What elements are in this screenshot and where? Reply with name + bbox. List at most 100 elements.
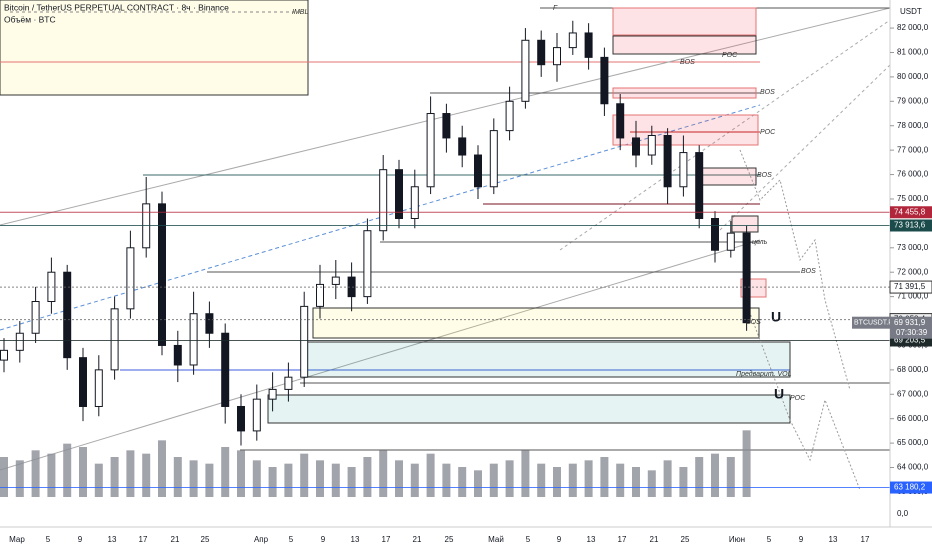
candle-body — [63, 271, 72, 359]
volume-bar — [632, 467, 640, 497]
x-tick-label: Мар — [9, 535, 25, 544]
x-tick-label: 13 — [351, 535, 360, 544]
x-tick-label: 25 — [201, 535, 210, 544]
last-price-symbol: BTCUSDT.P — [854, 320, 893, 327]
candle-body — [458, 137, 467, 156]
volume-bar — [363, 457, 372, 497]
y-tick-label: 81 000,0 — [897, 48, 929, 57]
price-label: 69 203,5 — [894, 336, 926, 345]
candle-body — [0, 349, 8, 361]
candle-body — [173, 344, 182, 366]
x-tick-label: 25 — [681, 535, 690, 544]
candle-body — [284, 376, 293, 390]
price-axis — [890, 0, 932, 550]
x-tick-label: Апр — [254, 535, 269, 544]
candle-body — [410, 186, 419, 220]
volume-tick-label: 0,0 — [897, 509, 909, 518]
volume-bar — [300, 453, 309, 497]
volume-bar — [679, 467, 688, 497]
price-label: 73 913,6 — [894, 221, 926, 230]
candle-body — [616, 103, 625, 139]
volume-bar — [616, 463, 625, 497]
volume-bar — [695, 457, 704, 497]
candle-body — [489, 130, 498, 188]
candle-body — [47, 271, 56, 303]
magnet-icon: U — [771, 309, 781, 325]
price-label: 74 455,8 — [894, 207, 926, 216]
volume-bar — [142, 453, 151, 497]
candle-body — [252, 398, 261, 432]
price-label-bg — [890, 219, 932, 232]
x-tick-label: 17 — [139, 535, 148, 544]
y-tick-label: 64 000,0 — [897, 463, 929, 472]
volume-bar — [63, 443, 72, 497]
volume-bar — [31, 450, 40, 497]
volume-bar — [742, 430, 751, 497]
x-tick-label: 9 — [78, 535, 83, 544]
price-label-bg — [890, 206, 932, 219]
y-tick-label: 77 000,0 — [897, 145, 929, 154]
annotation: F — [553, 5, 558, 12]
volume-bar — [284, 463, 293, 497]
last-price-label: 69 931,9 — [894, 318, 926, 327]
x-tick-label: Июн — [729, 535, 745, 544]
zone — [312, 307, 760, 339]
volume-bar — [584, 460, 593, 497]
y-tick-label: 72 000,0 — [897, 267, 929, 276]
y-tick-label: 71 000,0 — [897, 292, 929, 301]
info-box — [0, 0, 309, 96]
x-tick-label: 13 — [829, 535, 838, 544]
x-tick-label: 9 — [799, 535, 804, 544]
candle-body — [442, 113, 451, 139]
volume-bar — [426, 453, 435, 497]
candle-body — [15, 332, 24, 351]
x-tick-label: 13 — [108, 535, 117, 544]
projection — [744, 299, 861, 491]
volume-bar — [442, 463, 451, 497]
candle-body — [94, 369, 103, 407]
candle-body — [31, 301, 40, 334]
candle-body — [568, 32, 577, 49]
annotation: BOS — [680, 59, 695, 66]
volume-bar — [237, 450, 245, 497]
volume-bar — [647, 470, 656, 497]
x-tick-label: 17 — [382, 535, 391, 544]
candle-body — [363, 230, 372, 298]
last-price-bg — [852, 316, 890, 329]
y-tick-label: 73 000,0 — [897, 243, 929, 252]
chart-title: Bitcoin / TetherUS PERPETUAL CONTRACT · … — [4, 2, 229, 12]
volume-bar — [316, 460, 324, 497]
volume-bar — [711, 453, 719, 497]
zone — [612, 7, 757, 36]
volume-bar — [379, 450, 388, 497]
price-label: 63 180,2 — [894, 483, 926, 492]
zone — [612, 87, 757, 99]
volume-bar — [600, 457, 609, 497]
volume-bar — [568, 463, 577, 497]
y-tick-label: 75 000,0 — [897, 194, 929, 203]
candle-body — [695, 152, 704, 220]
y-tick-label: 76 000,0 — [897, 170, 929, 179]
volume-bar — [726, 457, 735, 497]
volume-bar — [474, 470, 482, 497]
volume-bar — [221, 447, 230, 497]
annotation: POC — [722, 52, 738, 59]
volume-bar — [521, 450, 530, 497]
volume-bar — [489, 463, 498, 497]
annotation: BOS — [760, 89, 775, 96]
candle-body — [126, 247, 135, 310]
price-label-bg — [889, 280, 932, 294]
volume-bar — [331, 463, 340, 497]
x-tick-label: 21 — [413, 535, 422, 544]
candle-body — [711, 218, 719, 251]
volume-bar — [347, 467, 356, 497]
x-tick-label: 5 — [526, 535, 531, 544]
candle-body — [237, 405, 245, 432]
zone — [731, 215, 759, 233]
candle-body — [537, 39, 546, 66]
x-tick-label: 5 — [46, 535, 51, 544]
projection — [739, 149, 851, 391]
y-tick-label: 78 000,0 — [897, 121, 929, 130]
